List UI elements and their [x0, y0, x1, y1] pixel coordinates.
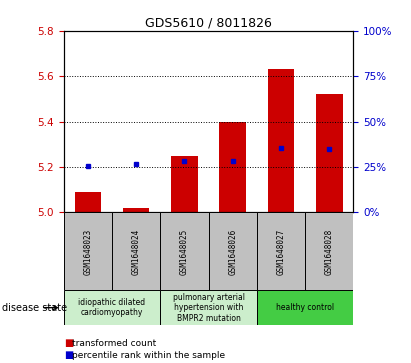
Bar — [74, 192, 101, 212]
Bar — [257, 212, 305, 290]
Title: GDS5610 / 8011826: GDS5610 / 8011826 — [145, 17, 272, 30]
Bar — [316, 94, 343, 212]
Text: GSM1648023: GSM1648023 — [83, 228, 92, 274]
Text: ■: ■ — [64, 338, 73, 348]
Text: idiopathic dilated
cardiomyopathy: idiopathic dilated cardiomyopathy — [79, 298, 145, 317]
Bar — [219, 122, 246, 212]
Text: pulmonary arterial
hypertension with
BMPR2 mutation: pulmonary arterial hypertension with BMP… — [173, 293, 245, 323]
Text: GSM1648025: GSM1648025 — [180, 228, 189, 274]
Text: healthy control: healthy control — [276, 303, 334, 312]
Text: disease state: disease state — [2, 303, 67, 313]
Text: percentile rank within the sample: percentile rank within the sample — [72, 351, 225, 359]
Bar — [64, 290, 160, 325]
Text: transformed count: transformed count — [72, 339, 156, 347]
Text: GSM1648028: GSM1648028 — [325, 228, 334, 274]
Text: GSM1648026: GSM1648026 — [228, 228, 237, 274]
Bar — [123, 208, 150, 212]
Text: GSM1648027: GSM1648027 — [277, 228, 286, 274]
Bar — [112, 212, 160, 290]
Bar — [257, 290, 353, 325]
Bar — [268, 69, 294, 212]
Bar — [160, 290, 257, 325]
Bar — [64, 212, 112, 290]
Bar — [305, 212, 353, 290]
Bar — [171, 156, 198, 212]
Bar — [209, 212, 257, 290]
Bar — [160, 212, 209, 290]
Text: GSM1648024: GSM1648024 — [132, 228, 141, 274]
Text: ■: ■ — [64, 350, 73, 360]
